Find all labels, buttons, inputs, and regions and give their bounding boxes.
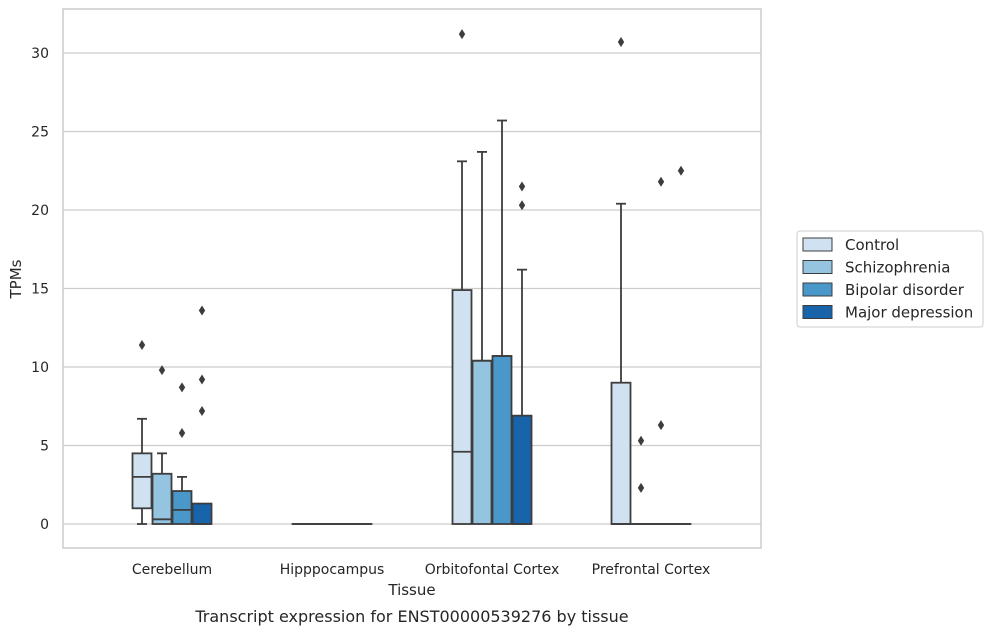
series-control (131, 29, 632, 525)
legend-swatch (802, 282, 833, 297)
y-tick-label: 15 (31, 282, 49, 298)
outlier-point (138, 340, 146, 351)
gridlines (63, 52, 761, 525)
outlier-point (198, 305, 206, 316)
box (610, 381, 632, 525)
plot-area-frame (62, 8, 762, 549)
x-tick-label: Cerebellum (132, 562, 212, 578)
box (131, 452, 153, 510)
chart-caption: Transcript expression for ENST0000053927… (194, 607, 628, 626)
legend: Control Schizophrenia Bipolar disorder Majo… (796, 230, 984, 328)
outlier-point (518, 200, 526, 211)
outlier-point (198, 374, 206, 385)
y-tick-label: 10 (31, 360, 49, 376)
outlier-point (458, 29, 466, 40)
box (491, 355, 513, 525)
legend-label: Control (845, 236, 899, 254)
y-axis-title: TPMs (7, 259, 25, 299)
series-major-depression (191, 165, 692, 525)
x-tick-label: Hipppocampus (280, 562, 385, 578)
outlier-point (677, 165, 685, 176)
outlier-point (657, 420, 665, 431)
outlier-point (178, 427, 186, 438)
box-series (131, 29, 692, 525)
legend-swatch (802, 305, 833, 319)
box (171, 490, 193, 525)
box (511, 414, 533, 525)
outlier-point (617, 37, 625, 48)
box (191, 502, 213, 525)
outlier-point (637, 435, 645, 446)
legend-label: Bipolar disorder (845, 281, 965, 299)
outlier-point (198, 405, 206, 416)
x-axis-title: Tissue (387, 581, 435, 599)
legend-label: Schizophrenia (845, 259, 950, 277)
series-bipolar-disorder (171, 119, 672, 525)
y-tick-label: 30 (31, 46, 49, 62)
y-tick-label: 0 (40, 517, 49, 533)
x-tick-labels: Cerebellum Hipppocampus Orbitofontal Corte… (132, 562, 710, 578)
legend-swatch (802, 237, 833, 252)
box (471, 359, 493, 525)
outlier-point (657, 176, 665, 187)
x-tick-label: Prefrontal Cortex (592, 562, 711, 578)
y-tick-label: 5 (40, 439, 49, 455)
legend-label: Major depression (845, 304, 973, 322)
outlier-point (178, 382, 186, 393)
outlier-point (637, 482, 645, 493)
series-schizophrenia (151, 151, 652, 525)
outlier-point (518, 181, 526, 192)
y-tick-labels: 0 5 10 15 20 25 30 (31, 46, 49, 533)
outlier-point (158, 365, 166, 376)
legend-swatch (802, 260, 833, 274)
box (151, 472, 173, 525)
y-tick-label: 20 (31, 203, 49, 219)
y-tick-label: 25 (31, 125, 49, 141)
box (451, 289, 473, 525)
x-tick-label: Orbitofontal Cortex (425, 562, 560, 578)
legend-frame (796, 230, 984, 328)
